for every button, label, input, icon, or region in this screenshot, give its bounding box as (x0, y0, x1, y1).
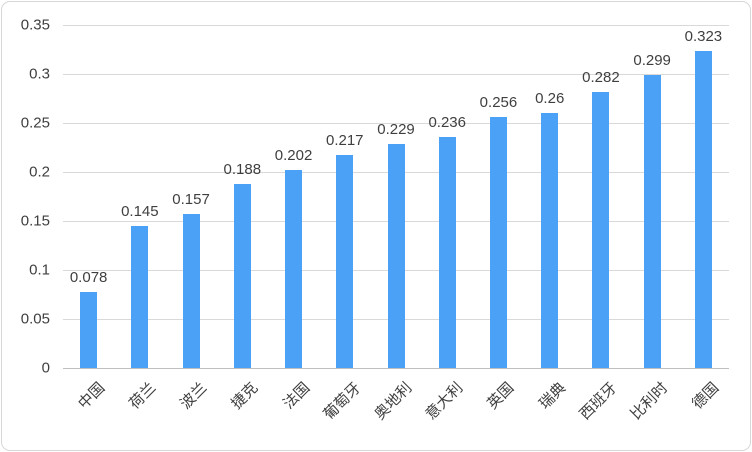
y-tick-label: 0.35 (20, 16, 50, 34)
bar[interactable] (643, 74, 661, 368)
bar[interactable] (336, 155, 354, 368)
bar-value-label: 0.299 (633, 51, 671, 69)
bar-value-label: 0.26 (535, 90, 565, 108)
y-tick-label: 0.05 (20, 310, 50, 328)
y-tick-label: 0.25 (20, 114, 50, 132)
x-axis-line (63, 368, 729, 369)
bar-value-label: 0.078 (69, 268, 108, 286)
bar-value-label: 0.145 (121, 202, 159, 220)
bar[interactable] (80, 291, 98, 368)
bar-value-label: 0.229 (377, 120, 415, 138)
y-tick-label: 0.15 (20, 212, 50, 230)
bar-value-label: 0.157 (172, 191, 210, 209)
x-category-label: 荷兰 (125, 379, 160, 413)
x-category-label: 中国 (74, 379, 108, 413)
bar-value-label: 0.217 (325, 132, 364, 150)
bar-value-label: 0.282 (582, 68, 620, 86)
x-category-label: 法国 (279, 379, 313, 413)
bar-value-label: 0.202 (274, 147, 313, 165)
x-category-label: 英国 (484, 379, 518, 413)
y-tick-label: 0.1 (29, 261, 50, 279)
bar[interactable] (541, 113, 559, 368)
bar-value-label: 0.256 (479, 94, 518, 112)
y-tick-label: 0 (41, 359, 50, 377)
bar[interactable] (387, 143, 405, 368)
x-category-label: 波兰 (177, 379, 211, 413)
bar-value-label: 0.188 (223, 160, 262, 178)
x-category-label: 捷克 (228, 379, 262, 413)
x-category-label: 葡萄牙 (320, 379, 365, 424)
gridline (63, 25, 729, 26)
bar[interactable] (694, 51, 712, 368)
y-tick-label: 0.2 (29, 163, 50, 181)
bar[interactable] (285, 170, 303, 368)
x-category-label: 比利时 (627, 379, 672, 424)
gridline (63, 74, 729, 75)
bar-value-label: 0.236 (428, 113, 466, 131)
bar[interactable] (182, 214, 200, 368)
bar[interactable] (489, 117, 507, 368)
x-category-label: 意大利 (422, 379, 467, 424)
bar[interactable] (438, 136, 456, 368)
y-tick-label: 0.3 (29, 65, 50, 83)
bar[interactable] (592, 91, 610, 368)
x-category-label: 奥地利 (371, 379, 416, 424)
bar-value-label: 0.323 (684, 28, 723, 46)
bar[interactable] (131, 225, 149, 368)
x-category-label: 瑞典 (535, 379, 570, 413)
gridline (63, 123, 729, 124)
x-category-label: 西班牙 (576, 379, 621, 424)
x-category-label: 德国 (689, 379, 723, 413)
bar[interactable] (233, 183, 251, 368)
